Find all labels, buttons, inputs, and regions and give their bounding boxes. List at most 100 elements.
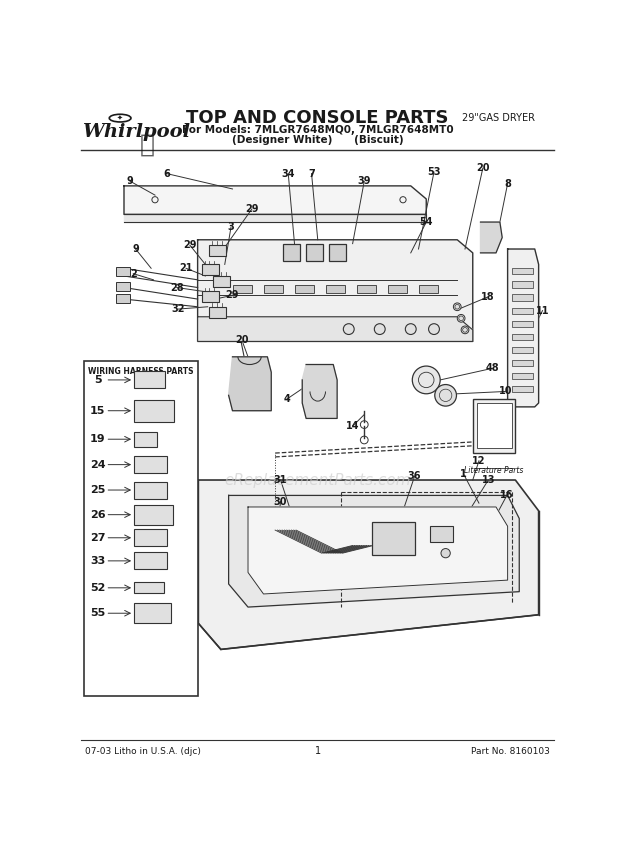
- Bar: [512, 386, 533, 392]
- Polygon shape: [508, 249, 539, 407]
- Polygon shape: [198, 480, 539, 650]
- Text: 31: 31: [274, 475, 287, 485]
- Text: 19: 19: [90, 434, 105, 444]
- Bar: [388, 285, 407, 293]
- Bar: [84, 360, 198, 696]
- Text: 28: 28: [170, 282, 184, 293]
- Text: Literature Parts: Literature Parts: [464, 467, 523, 475]
- Text: TOP AND CONSOLE PARTS: TOP AND CONSOLE PARTS: [187, 109, 449, 128]
- Text: For Models: 7MLGR7648MQ0, 7MLGR7648MT0: For Models: 7MLGR7648MQ0, 7MLGR7648MT0: [182, 126, 454, 135]
- Circle shape: [412, 366, 440, 394]
- Text: 36: 36: [408, 471, 422, 481]
- Text: eReplacementParts.com: eReplacementParts.com: [224, 473, 411, 488]
- Bar: [134, 372, 165, 389]
- Text: 20: 20: [235, 335, 249, 345]
- Text: ✦: ✦: [117, 115, 123, 121]
- Circle shape: [435, 384, 456, 406]
- Text: 12: 12: [472, 455, 485, 466]
- Bar: [512, 347, 533, 353]
- Bar: [512, 373, 533, 379]
- Text: 11: 11: [536, 306, 549, 316]
- Text: 52: 52: [90, 583, 105, 593]
- Polygon shape: [480, 222, 502, 253]
- Bar: [134, 505, 173, 525]
- Bar: [477, 403, 512, 448]
- Bar: [134, 582, 164, 593]
- Bar: [512, 268, 533, 275]
- Text: 5: 5: [94, 375, 102, 385]
- Circle shape: [405, 324, 416, 335]
- Bar: [134, 400, 174, 421]
- Text: 3: 3: [228, 223, 234, 233]
- Bar: [512, 307, 533, 313]
- Text: 29: 29: [245, 204, 259, 214]
- Bar: [202, 265, 219, 275]
- Bar: [134, 552, 167, 569]
- Bar: [512, 282, 533, 288]
- Bar: [372, 522, 415, 555]
- Circle shape: [428, 324, 440, 335]
- Polygon shape: [198, 317, 472, 342]
- Text: 7: 7: [308, 169, 315, 179]
- Text: 1: 1: [315, 746, 321, 756]
- Text: 18: 18: [482, 292, 495, 302]
- Polygon shape: [198, 240, 472, 342]
- Text: 39: 39: [358, 176, 371, 187]
- Bar: [202, 291, 219, 302]
- Text: 30: 30: [274, 496, 287, 507]
- Bar: [134, 482, 167, 498]
- Polygon shape: [248, 507, 508, 594]
- Bar: [134, 603, 171, 623]
- Circle shape: [374, 324, 385, 335]
- Text: 20: 20: [476, 163, 490, 173]
- Text: 33: 33: [90, 556, 105, 566]
- Text: 26: 26: [90, 509, 105, 520]
- Circle shape: [441, 549, 450, 558]
- Text: 10: 10: [498, 386, 512, 396]
- Text: 21: 21: [179, 264, 193, 273]
- Bar: [472, 399, 515, 453]
- Text: 54: 54: [420, 217, 433, 227]
- Bar: [283, 244, 300, 260]
- Circle shape: [461, 326, 469, 334]
- Circle shape: [458, 314, 465, 322]
- Bar: [512, 360, 533, 366]
- Text: 15: 15: [90, 406, 105, 416]
- Bar: [306, 244, 323, 260]
- Text: 29"GAS DRYER: 29"GAS DRYER: [462, 113, 534, 123]
- Bar: [213, 276, 230, 287]
- Bar: [134, 456, 167, 473]
- Polygon shape: [229, 496, 520, 607]
- Text: 48: 48: [485, 363, 499, 373]
- Text: 9: 9: [127, 176, 133, 187]
- Text: ℓ: ℓ: [140, 134, 155, 157]
- Text: 2: 2: [130, 269, 136, 279]
- Text: 25: 25: [90, 485, 105, 495]
- Circle shape: [343, 324, 354, 335]
- Text: 13: 13: [482, 475, 495, 485]
- Text: WIRING HARNESS PARTS: WIRING HARNESS PARTS: [88, 367, 194, 376]
- Bar: [134, 529, 167, 546]
- Bar: [117, 267, 130, 276]
- Text: 29: 29: [183, 241, 197, 250]
- Text: 29: 29: [226, 290, 239, 300]
- Bar: [512, 294, 533, 300]
- Text: 1: 1: [460, 469, 467, 479]
- Bar: [512, 334, 533, 340]
- Bar: [210, 245, 226, 256]
- Text: 14: 14: [346, 421, 360, 431]
- Polygon shape: [229, 357, 272, 411]
- Text: 07-03 Litho in U.S.A. (djc): 07-03 Litho in U.S.A. (djc): [86, 746, 201, 756]
- Text: 53: 53: [427, 167, 441, 177]
- Text: 16: 16: [500, 490, 513, 501]
- Polygon shape: [124, 214, 427, 222]
- Bar: [264, 285, 283, 293]
- Bar: [134, 431, 157, 447]
- Bar: [356, 285, 376, 293]
- Bar: [117, 282, 130, 291]
- Text: 32: 32: [172, 304, 185, 314]
- Bar: [294, 285, 314, 293]
- Bar: [418, 285, 438, 293]
- Text: 24: 24: [90, 460, 105, 470]
- Bar: [232, 285, 252, 293]
